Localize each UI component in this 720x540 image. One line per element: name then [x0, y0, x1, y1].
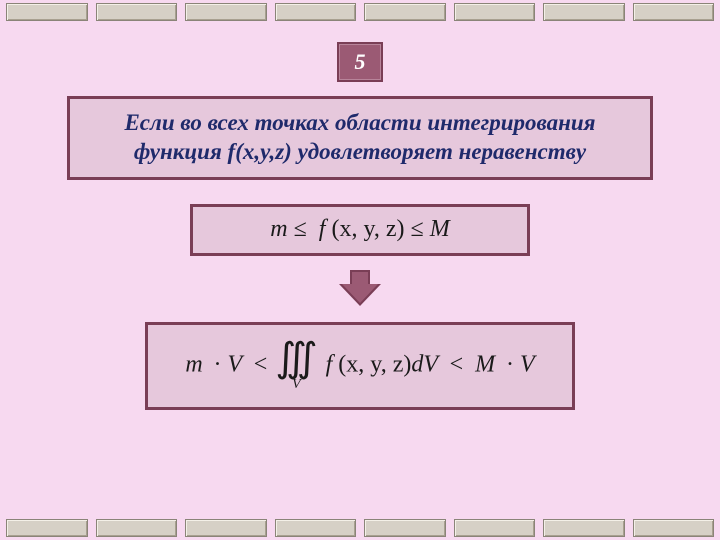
nav-bottom-row — [0, 516, 720, 540]
nav-top-row — [0, 0, 720, 24]
statement-line-1: Если во всех точках области интегрирован… — [124, 110, 595, 135]
nav-button[interactable] — [6, 519, 88, 537]
nav-button[interactable] — [633, 3, 715, 21]
integral-inequality-formula: m · V < ∭ V f (x, y, z)dV < M · V — [185, 341, 534, 391]
op-lt: < — [450, 351, 464, 377]
arrow-down-icon — [339, 270, 381, 306]
formula-box-2: m · V < ∭ V f (x, y, z)dV < M · V — [145, 322, 575, 410]
op-le: ≤ — [411, 216, 424, 242]
var-m: m — [185, 351, 202, 377]
nav-button[interactable] — [185, 519, 267, 537]
func-args: (x, y, z) — [331, 216, 404, 242]
op-lt: < — [254, 351, 268, 377]
nav-button[interactable] — [364, 3, 446, 21]
nav-button[interactable] — [6, 3, 88, 21]
nav-button[interactable] — [454, 3, 536, 21]
func-f: f — [319, 216, 326, 242]
nav-button[interactable] — [275, 3, 357, 21]
nav-button[interactable] — [543, 3, 625, 21]
slide-content: 5 Если во всех точках области интегриров… — [0, 24, 720, 516]
nav-button[interactable] — [364, 519, 446, 537]
slide-number: 5 — [355, 49, 366, 75]
op-dot: · — [506, 351, 514, 377]
integral-subscript: V — [292, 379, 301, 391]
inequality-formula: m ≤ f (x, y, z) ≤ M — [270, 216, 449, 243]
func-args: (x, y, z) — [338, 351, 411, 377]
nav-button[interactable] — [96, 519, 178, 537]
nav-button[interactable] — [633, 519, 715, 537]
op-dot: · — [214, 351, 222, 377]
nav-button[interactable] — [185, 3, 267, 21]
nav-button[interactable] — [96, 3, 178, 21]
integral-symbol: ∭ — [275, 341, 317, 375]
dV: dV — [411, 351, 437, 377]
var-M: M — [475, 351, 495, 377]
statement-line-2: функция f(x,y,z) удовлетворяет неравенст… — [134, 139, 586, 164]
func-f: f — [326, 351, 333, 377]
formula-box-1: m ≤ f (x, y, z) ≤ M — [190, 204, 530, 256]
var-V: V — [520, 351, 535, 377]
var-m: m — [270, 216, 287, 242]
statement-box: Если во всех точках области интегрирован… — [67, 96, 653, 180]
nav-button[interactable] — [454, 519, 536, 537]
nav-button[interactable] — [275, 519, 357, 537]
var-M: M — [430, 216, 450, 242]
op-le: ≤ — [294, 216, 307, 242]
slide-number-badge: 5 — [337, 42, 383, 82]
nav-button[interactable] — [543, 519, 625, 537]
var-V: V — [228, 351, 242, 377]
triple-integral-icon: ∭ V — [275, 341, 317, 391]
